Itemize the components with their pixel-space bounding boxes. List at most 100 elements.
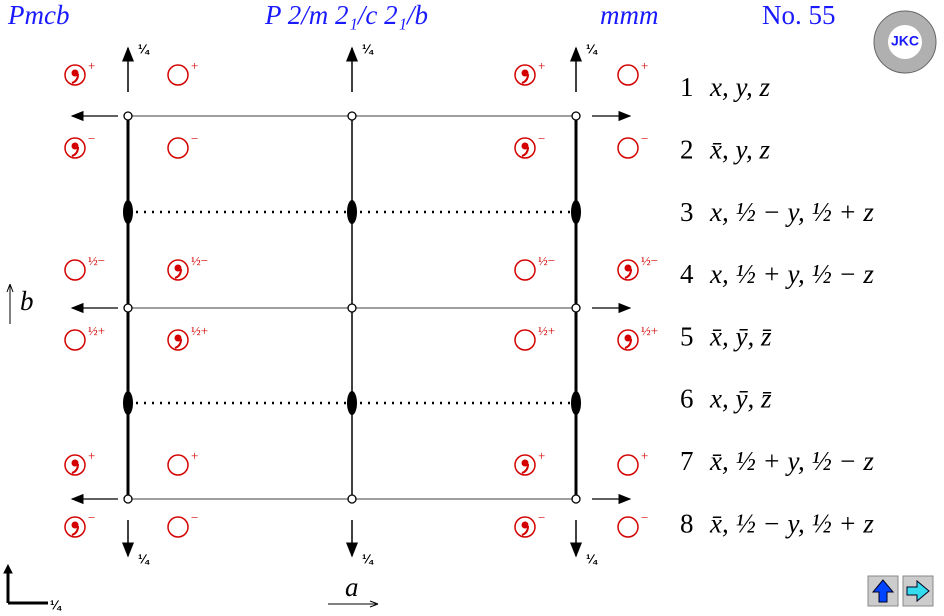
sign-label: −	[538, 131, 545, 146]
position-circle: −	[64, 131, 95, 159]
circle	[617, 516, 639, 538]
sign-label: +	[191, 58, 198, 73]
sign-label: −	[538, 510, 545, 525]
circle	[617, 329, 639, 351]
sign-label: +	[88, 58, 95, 73]
logo-text: JKC	[891, 33, 919, 49]
circle	[64, 64, 86, 86]
comma-tail	[521, 146, 529, 157]
sign-label: +	[538, 58, 545, 73]
comma-dot	[71, 521, 79, 529]
comma-tail	[521, 463, 529, 474]
circle	[617, 64, 639, 86]
circle	[64, 454, 86, 476]
circle	[514, 454, 536, 476]
height-label: ¼	[362, 551, 374, 566]
point-group: mmm	[600, 0, 659, 30]
position-number: 7	[680, 446, 694, 476]
comma-tail	[174, 268, 182, 279]
screw-axis	[123, 200, 133, 224]
comma-tail	[624, 268, 632, 279]
comma-dot	[624, 334, 632, 342]
inversion-centre	[571, 494, 581, 504]
screw-axis	[347, 200, 357, 224]
position-coords: x̄, ½ − y, ½ + z	[709, 508, 874, 538]
position-circle: ½−	[167, 253, 208, 281]
circle	[514, 516, 536, 538]
position-circle: +	[514, 58, 545, 86]
circle	[167, 64, 189, 86]
position-coords: x, ½ + y, ½ − z	[709, 259, 874, 289]
comma-dot	[521, 69, 529, 77]
sign-label: −	[191, 510, 198, 525]
inversion-centre	[123, 303, 133, 313]
comma-tail	[71, 463, 79, 474]
sign-label: +	[641, 448, 648, 463]
comma-tail	[71, 525, 79, 536]
circle	[617, 259, 639, 281]
position-circle: −	[617, 510, 648, 538]
position-coords: x̄, ȳ, z̄	[709, 321, 772, 351]
sign-label: −	[88, 131, 95, 146]
screw-axis	[123, 391, 133, 415]
position-circle: −	[514, 131, 545, 159]
circle	[167, 454, 189, 476]
screw-axis	[571, 391, 581, 415]
sign-label: +	[641, 58, 648, 73]
inversion-centre	[347, 303, 357, 313]
circle	[514, 64, 536, 86]
axis-a-label: a	[345, 572, 359, 602]
logo: JKC	[873, 10, 937, 74]
comma-tail	[71, 73, 79, 84]
circle	[514, 259, 536, 281]
comma-tail	[521, 525, 529, 536]
circle	[514, 329, 536, 351]
position-circle: −	[167, 510, 198, 538]
sign-label: −	[641, 510, 648, 525]
comma-dot	[71, 142, 79, 150]
circle	[64, 329, 86, 351]
origin-height: ¼	[50, 597, 62, 612]
inversion-centre	[347, 111, 357, 121]
sign-label: ½−	[538, 253, 555, 268]
sign-label: ½+	[641, 323, 658, 338]
position-circle: −	[167, 131, 198, 159]
position-circle: +	[167, 448, 198, 476]
number: No. 55	[762, 0, 836, 30]
axes-key	[3, 283, 379, 608]
comma-dot	[174, 334, 182, 342]
position-circle: ½+	[64, 323, 105, 351]
height-label: ¼	[362, 41, 374, 56]
screw-axis	[347, 391, 357, 415]
circle	[167, 516, 189, 538]
sign-label: +	[191, 448, 198, 463]
position-number: 5	[680, 321, 694, 351]
position-circle: +	[514, 448, 545, 476]
position-number: 1	[680, 72, 694, 102]
sign-label: +	[538, 448, 545, 463]
position-circle: ½−	[64, 253, 105, 281]
height-label: ¼	[586, 551, 598, 566]
height-label: ¼	[138, 551, 150, 566]
sign-label: +	[88, 448, 95, 463]
sign-label: ½−	[641, 253, 658, 268]
position-circle: −	[514, 510, 545, 538]
position-coords: x, ȳ, z̄	[709, 384, 772, 414]
position-number: 8	[680, 508, 694, 538]
position-number: 6	[680, 384, 694, 414]
sign-label: −	[191, 131, 198, 146]
circle	[167, 329, 189, 351]
up-button[interactable]	[867, 575, 899, 607]
circle	[617, 454, 639, 476]
position-circle: ½−	[617, 253, 658, 281]
sign-label: −	[641, 131, 648, 146]
sign-label: ½−	[191, 253, 208, 268]
inversion-centre	[123, 111, 133, 121]
position-circle: ½+	[167, 323, 208, 351]
circle	[64, 137, 86, 159]
next-button[interactable]	[902, 575, 934, 607]
circle	[167, 137, 189, 159]
position-circle: +	[64, 448, 95, 476]
position-coords: x, ½ − y, ½ + z	[709, 197, 874, 227]
